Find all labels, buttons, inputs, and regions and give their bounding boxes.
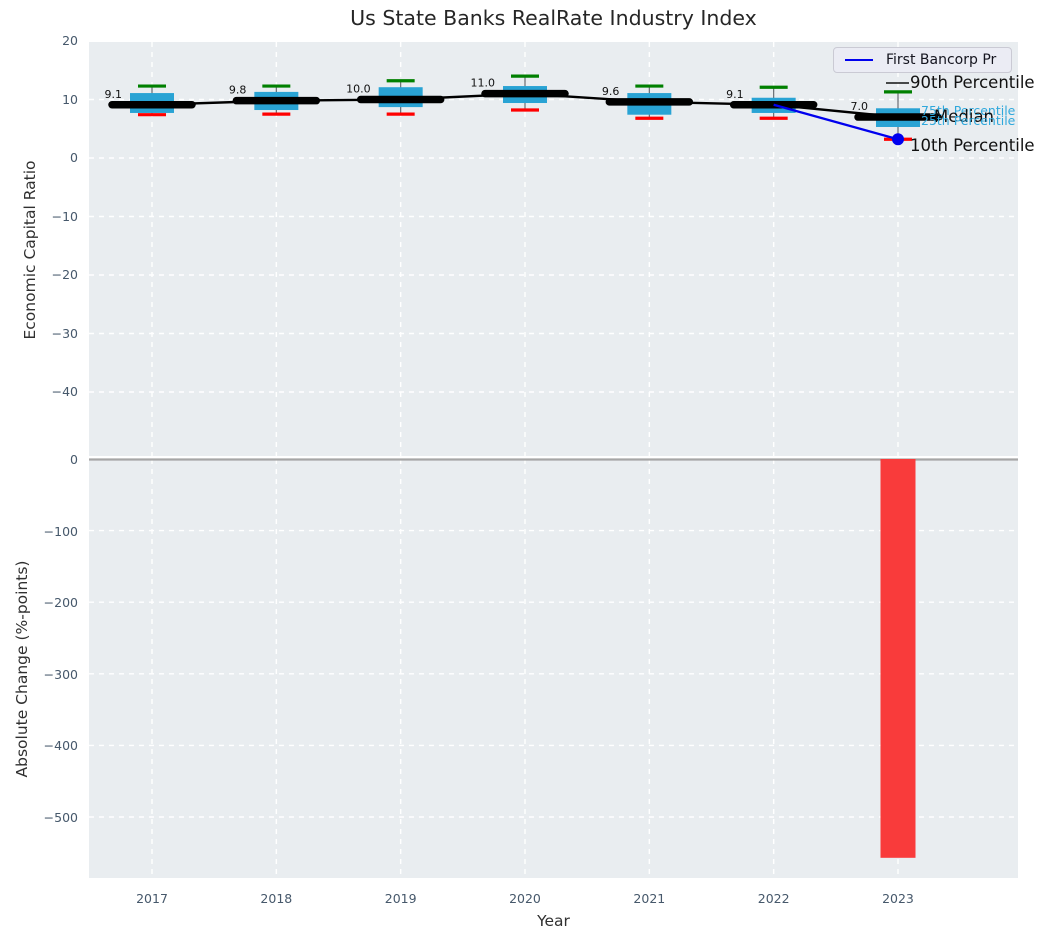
legend: First Bancorp Pr <box>833 47 1012 73</box>
bottom-ytick-label: −400 <box>43 738 78 754</box>
chart-title: Us State Banks RealRate Industry Index <box>350 6 757 30</box>
annotation-10th-percentile: 10th Percentile <box>910 136 1035 155</box>
annotation-25th-percentile: 25th Percentile <box>921 113 1016 128</box>
top-ytick-label: 20 <box>62 33 78 48</box>
median-value-label: 11.0 <box>470 77 495 90</box>
bottom-panel-background <box>89 459 1018 878</box>
top-ytick-label: −40 <box>51 384 78 399</box>
bottom-ytick-label: −300 <box>43 666 78 682</box>
top-ytick-label: −30 <box>51 325 78 341</box>
xtick-label: 2019 <box>384 891 417 906</box>
xtick-label: 2018 <box>260 891 293 906</box>
top-ytick-label: −10 <box>51 208 78 224</box>
company-line <box>773 103 899 141</box>
xtick-label: 2022 <box>757 891 790 906</box>
top-panel-background <box>89 42 1018 456</box>
median-value-label: 9.6 <box>602 85 620 98</box>
median-value-label: 9.1 <box>726 88 744 101</box>
bottom-ytick-label: 0 <box>70 452 78 467</box>
change-bar-2023 <box>880 459 916 858</box>
median-value-label: 9.8 <box>229 84 247 97</box>
legend-label: First Bancorp Pr <box>886 52 997 68</box>
top-ytick-label: 10 <box>62 91 78 107</box>
xtick-label: 2017 <box>136 891 168 906</box>
median-value-label: 7.0 <box>850 100 868 113</box>
bottom-ytick-label: −200 <box>43 595 78 611</box>
annotation-75th-percentile: 75th Percentile <box>921 103 1016 118</box>
top-ytick-label: −20 <box>51 267 78 282</box>
top-ytick-label: 0 <box>70 150 78 165</box>
annotation-90th-percentile: 90th Percentile <box>910 73 1035 92</box>
median-value-label: 9.1 <box>105 88 123 101</box>
bottom-ytick-label: −500 <box>43 810 78 825</box>
x-axis-label: Year <box>537 912 570 930</box>
bottom-ytick-label: −100 <box>43 523 78 539</box>
median-value-label: 10.0 <box>346 83 371 96</box>
legend-line-swatch <box>845 59 873 61</box>
xtick-label: 2021 <box>633 891 666 906</box>
xtick-label: 2020 <box>509 891 541 906</box>
xtick-label: 2023 <box>882 891 914 906</box>
annotation-median: Median <box>934 107 995 126</box>
company-endpoint-dot <box>891 133 904 146</box>
